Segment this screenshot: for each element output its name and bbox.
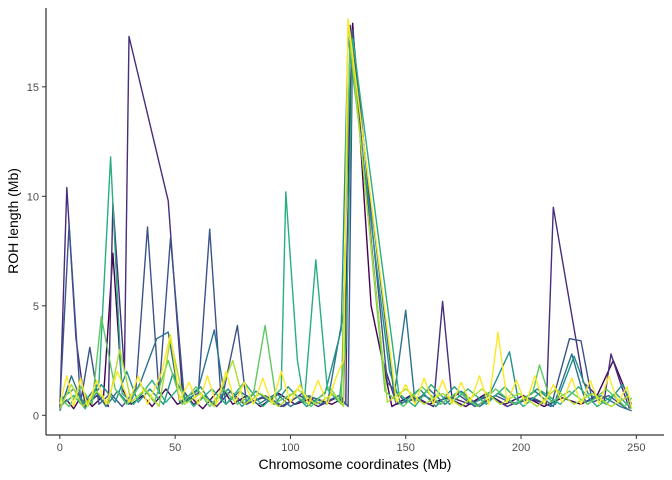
series-line-8 bbox=[59, 18, 633, 409]
x-tick-label: 250 bbox=[627, 442, 645, 454]
series-line-5 bbox=[59, 38, 633, 410]
x-tick-label: 100 bbox=[281, 442, 299, 454]
x-axis-ticks: 0 50 100 150 200 250 bbox=[57, 435, 646, 454]
x-tick-label: 0 bbox=[57, 442, 63, 454]
y-axis-title: ROH length (Mb) bbox=[5, 168, 21, 274]
series-line-4 bbox=[59, 35, 633, 408]
x-tick-label: 150 bbox=[397, 442, 415, 454]
x-tick-label: 200 bbox=[512, 442, 530, 454]
y-tick-label: 5 bbox=[33, 301, 39, 313]
y-tick-label: 10 bbox=[27, 191, 39, 203]
y-tick-label: 0 bbox=[33, 410, 39, 422]
y-tick-label: 15 bbox=[27, 82, 39, 94]
plot-area bbox=[59, 18, 633, 412]
y-axis-ticks: 0 5 10 15 bbox=[27, 82, 46, 422]
x-axis-title: Chromosome coordinates (Mb) bbox=[259, 456, 452, 472]
x-tick-label: 50 bbox=[169, 442, 181, 454]
